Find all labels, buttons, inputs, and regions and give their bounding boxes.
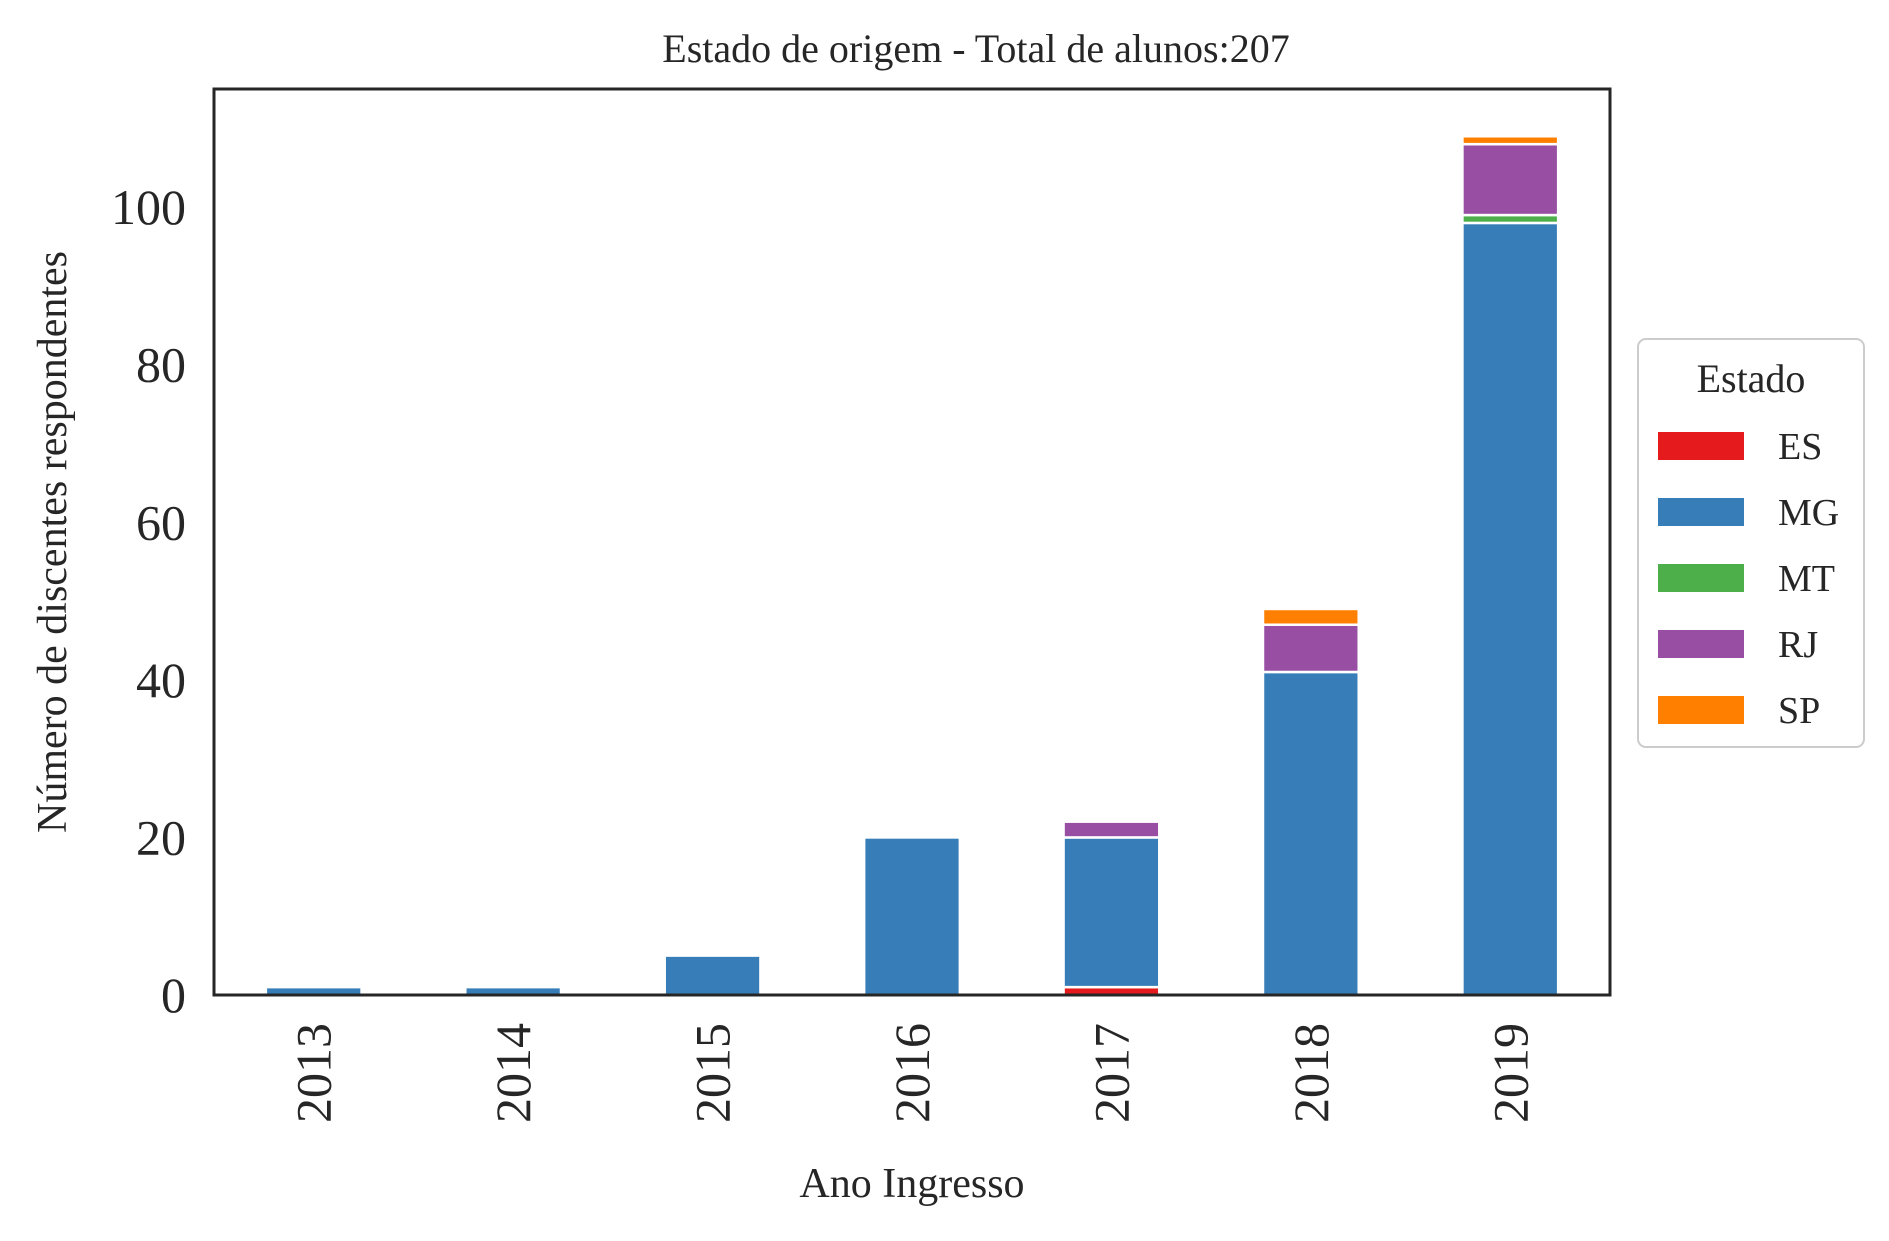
legend-items: ES MG MT RJ SP: [1658, 426, 1839, 732]
y-tick-label: 40: [136, 652, 186, 708]
bars-layer: [264, 135, 1560, 997]
y-axis-label: Número de discentes respondentes: [30, 251, 76, 833]
x-axis-ticks: 2013 2014 2015 2016 2017 2018 2019: [286, 1023, 1539, 1123]
bar-mg-2015: [663, 954, 762, 997]
legend-label-mg: MG: [1778, 492, 1839, 534]
x-tick-label: 2016: [884, 1023, 940, 1123]
x-tick-label: 2013: [286, 1023, 342, 1123]
legend-swatch-es: [1658, 432, 1744, 460]
y-tick-label: 20: [136, 809, 186, 865]
x-tick-label: 2015: [685, 1023, 741, 1123]
plot-frame: [212, 87, 1612, 997]
bar-sp-2018: [1261, 607, 1360, 626]
x-tick-label: 2018: [1283, 1023, 1339, 1123]
x-tick-label: 2017: [1083, 1023, 1139, 1123]
legend-label-rj: RJ: [1778, 624, 1818, 666]
bar-rj-2017: [1062, 820, 1161, 839]
y-tick-label: 80: [136, 337, 186, 393]
legend-swatch-mt: [1658, 564, 1744, 592]
x-tick-label: 2019: [1482, 1023, 1538, 1123]
bar-mg-2019: [1461, 221, 1560, 997]
legend-swatch-sp: [1658, 696, 1744, 724]
legend-label-sp: SP: [1778, 690, 1820, 732]
bar-mg-2018: [1261, 670, 1360, 997]
legend-swatch-rj: [1658, 630, 1744, 658]
bar-sp-2019: [1461, 135, 1560, 146]
bar-rj-2018: [1261, 623, 1360, 674]
legend: Estado ES MG MT RJ SP: [1637, 338, 1865, 748]
bar-mg-2017: [1062, 836, 1161, 989]
y-axis-ticks: 0 20 40 60 80 100: [111, 179, 186, 1023]
bar-mg-2016: [862, 836, 962, 997]
y-tick-label: 60: [136, 494, 186, 550]
legend-title: Estado: [1697, 356, 1806, 401]
chart-title: Estado de origem - Total de alunos:207: [662, 26, 1289, 71]
y-tick-label: 0: [161, 967, 186, 1023]
x-tick-label: 2014: [485, 1023, 541, 1123]
legend-label-es: ES: [1778, 426, 1822, 468]
bar-rj-2019: [1461, 142, 1560, 217]
y-tick-label: 100: [111, 179, 186, 235]
legend-label-mt: MT: [1778, 558, 1835, 600]
legend-swatch-mg: [1658, 498, 1744, 526]
x-axis-label: Ano Ingresso: [799, 1161, 1024, 1207]
